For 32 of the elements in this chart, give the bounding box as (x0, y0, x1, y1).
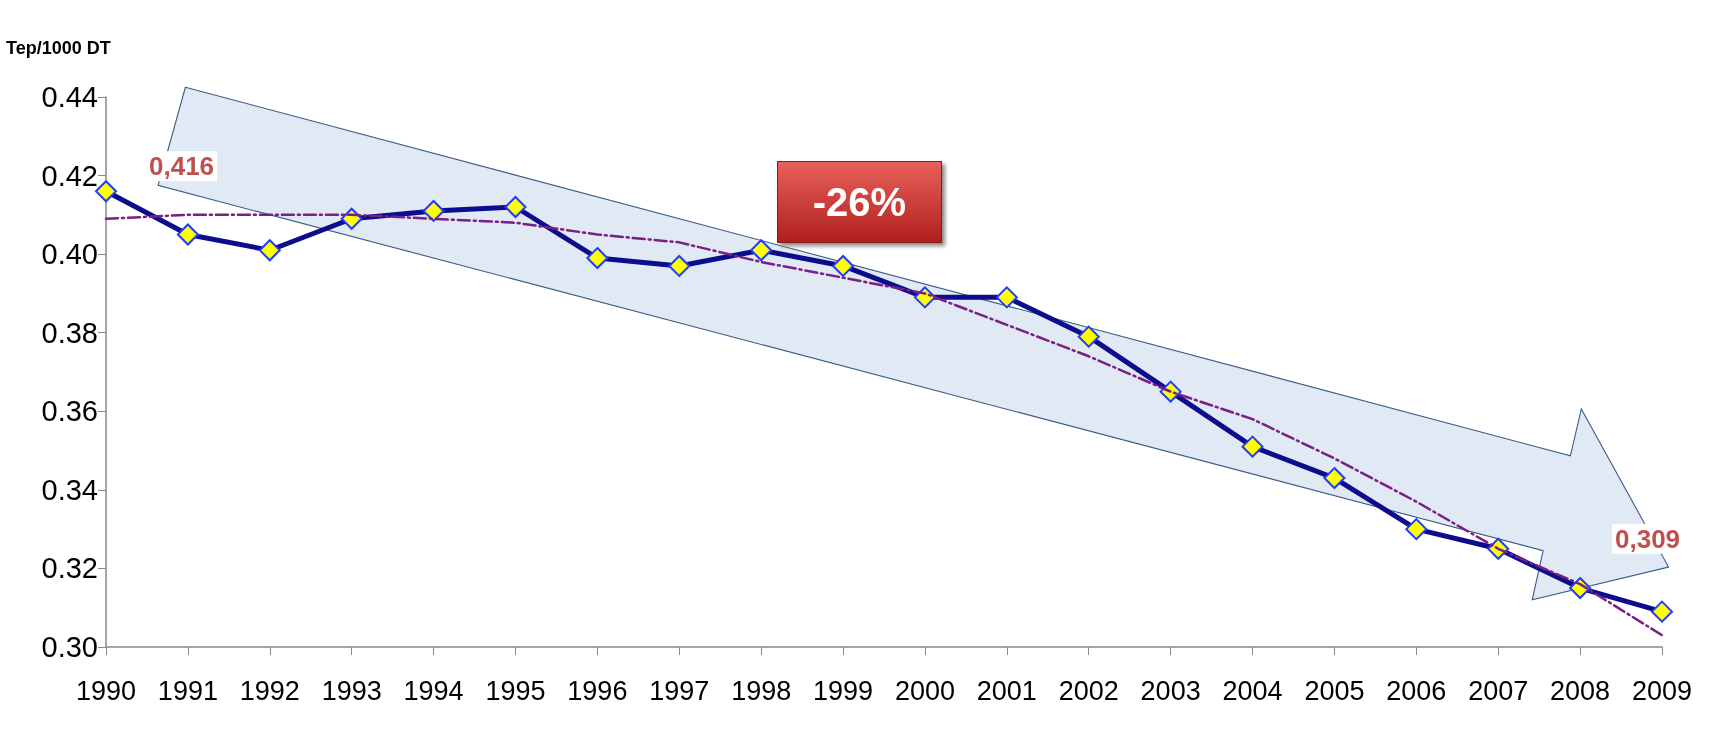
annotation: -26% (777, 161, 942, 243)
x-tick-label: 2005 (1304, 675, 1365, 706)
x-tick-label: 1991 (157, 675, 218, 706)
y-tick-label: 0.40 (41, 238, 98, 271)
x-tick-label: 2001 (976, 675, 1037, 706)
x-tick-label: 1995 (485, 675, 546, 706)
y-tick-label: 0.38 (41, 316, 98, 349)
x-tick-label: 2006 (1386, 675, 1447, 706)
x-tick-label: 1996 (567, 675, 628, 706)
x-tick-label: 1990 (75, 675, 137, 706)
x-tick-label: 2002 (1058, 675, 1119, 706)
x-tick-label: 2000 (894, 675, 955, 706)
y-tick-label: 0.36 (41, 395, 98, 428)
x-tick-label: 1994 (403, 675, 464, 706)
y-tick-label: 0.30 (41, 631, 98, 663)
x-tick-label: 1992 (239, 675, 300, 706)
x-tick-label: 1998 (731, 675, 792, 706)
x-tick-label: 2007 (1468, 675, 1529, 706)
x-tick-label: 2003 (1140, 675, 1201, 706)
x-tick-label: 1997 (649, 675, 710, 706)
x-tick-label: 2008 (1550, 675, 1611, 706)
y-tick-label: 0.32 (41, 552, 98, 585)
x-tick-label: 2009 (1631, 675, 1693, 706)
y-tick-label: 0.34 (41, 473, 98, 506)
y-tick-label: 0.44 (41, 81, 98, 113)
annotation: 0,309 (1615, 523, 1681, 554)
x-tick-label: 1993 (321, 675, 382, 706)
x-tick-label: 2004 (1222, 675, 1283, 706)
x-tick-label: 1999 (813, 675, 874, 706)
annotation: 0,416 (149, 151, 215, 182)
y-axis-title: Tep/1000 DT (6, 38, 111, 58)
y-tick-label: 0.42 (41, 159, 98, 192)
